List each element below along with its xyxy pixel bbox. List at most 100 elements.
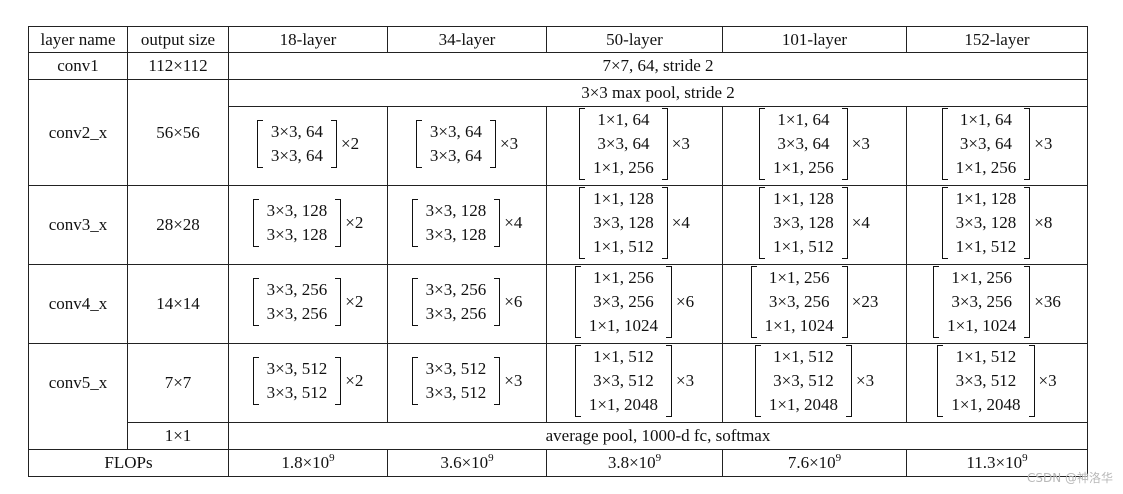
conv3-row: conv3_x 28×28 3×3, 128 3×3, 128 ×2 3×3, 12… — [28, 185, 1088, 265]
block-multiplier: ×36 — [1034, 291, 1061, 311]
flops-exp: 9 — [329, 452, 335, 464]
conv2-row: 3×3, 64 3×3, 64 ×2 3×3, 64 3×3, 64 ×3 1×1, 6… — [29, 106, 1088, 186]
flops-base: 7.6×10 — [787, 453, 836, 472]
block-line: 3×3, 512 — [425, 358, 487, 378]
block-line: 1×1, 512 — [773, 346, 834, 366]
left-bracket — [759, 186, 766, 259]
block-line: 3×3, 512 — [266, 358, 328, 378]
block-line: 1×1, 512 — [955, 346, 1017, 366]
right-bracket — [661, 107, 668, 180]
block-line: 1×1, 64 — [597, 109, 650, 129]
block-multiplier: ×4 — [671, 212, 690, 232]
block-multiplier: ×3 — [676, 370, 695, 390]
right-bracket — [666, 265, 672, 338]
block-line: 3×3, 256 — [425, 303, 487, 323]
block-line: 3×3, 64 — [597, 133, 650, 153]
block-cell: 1×1, 64 3×3, 64 1×1, 256 ×3 — [906, 106, 1088, 186]
left-bracket — [574, 265, 581, 338]
left-bracket — [759, 107, 766, 180]
left-bracket — [579, 186, 586, 259]
block-cell: 3×3, 128 3×3, 128 ×4 — [387, 185, 547, 265]
left-bracket — [941, 186, 948, 259]
block-line: 1×1, 256 — [593, 267, 654, 287]
bracket-block: 1×1, 512 3×3, 512 1×1, 2048 ×3 — [574, 344, 695, 417]
block-line: 3×3, 512 — [955, 370, 1017, 390]
block-multiplier: ×2 — [345, 370, 364, 390]
block-cell: 3×3, 128 3×3, 128 ×2 — [228, 185, 388, 265]
block-multiplier: ×3 — [1038, 370, 1057, 390]
right-bracket — [494, 356, 501, 405]
block-line: 3×3, 128 — [266, 224, 328, 244]
bracket-block: 3×3, 256 3×3, 256 ×6 — [411, 277, 523, 326]
left-bracket — [411, 356, 418, 405]
left-bracket — [411, 198, 418, 247]
bracket-block: 1×1, 256 3×3, 256 1×1, 1024 ×36 — [933, 265, 1061, 338]
bracket-block: 1×1, 64 3×3, 64 1×1, 256 ×3 — [579, 107, 690, 180]
block-multiplier: ×6 — [676, 291, 695, 311]
bracket-block: 1×1, 512 3×3, 512 1×1, 2048 ×3 — [754, 344, 874, 417]
block-multiplier: ×2 — [345, 291, 364, 311]
conv4-row: conv4_x 14×14 3×3, 256 3×3, 256 ×2 3×3, 25… — [28, 264, 1088, 344]
bracket-block: 1×1, 512 3×3, 512 1×1, 2048 ×3 — [937, 344, 1057, 417]
block-line: 1×1, 512 — [955, 236, 1017, 256]
block-multiplier: ×6 — [504, 291, 523, 311]
right-bracket — [335, 198, 342, 247]
flops-value: 3.6×109 — [387, 449, 547, 477]
left-bracket — [574, 344, 581, 417]
block-multiplier: ×23 — [851, 291, 879, 311]
block-cell: 1×1, 128 3×3, 128 1×1, 512 ×4 — [546, 185, 723, 265]
bracket-block: 3×3, 512 3×3, 512 ×2 — [252, 356, 364, 405]
header-50-layer: 50-layer — [546, 26, 723, 53]
header-output-size: output size — [127, 26, 229, 53]
block-line: 1×1, 2048 — [951, 394, 1021, 414]
block-line: 1×1, 1024 — [588, 315, 658, 335]
conv4-name: conv4_x — [28, 264, 128, 344]
block-cell: 1×1, 256 3×3, 256 1×1, 1024 ×23 — [722, 264, 907, 344]
conv2-name: conv2_x — [28, 79, 128, 186]
conv5-name: conv5_x — [28, 343, 128, 423]
block-line: 1×1, 2048 — [588, 394, 658, 414]
block-line: 1×1, 128 — [593, 188, 654, 208]
right-bracket — [1024, 265, 1031, 338]
right-bracket — [490, 119, 496, 168]
block-line: 1×1, 1024 — [764, 315, 834, 335]
flops-value: 3.8×109 — [546, 449, 723, 477]
block-line: 3×3, 64 — [270, 145, 323, 165]
right-bracket — [1024, 186, 1031, 259]
header-18-layer: 18-layer — [228, 26, 388, 53]
block-cell: 1×1, 256 3×3, 256 1×1, 1024 ×6 — [546, 264, 723, 344]
bracket-block: 3×3, 128 3×3, 128 ×2 — [252, 198, 363, 247]
left-bracket — [256, 119, 263, 168]
block-line: 1×1, 2048 — [768, 394, 838, 414]
block-line: 1×1, 1024 — [947, 315, 1017, 335]
block-line: 1×1, 256 — [773, 157, 834, 177]
block-line: 3×3, 256 — [951, 291, 1012, 311]
resnet-architecture-table: layer name output size 18-layer 34-layer… — [28, 26, 1088, 477]
left-bracket — [579, 107, 586, 180]
flops-base: 3.8×10 — [607, 453, 656, 472]
final-row: 1×1 average pool, 1000-d fc, softmax — [28, 422, 1088, 450]
block-line: 3×3, 512 — [593, 370, 654, 390]
left-bracket — [411, 277, 418, 326]
right-bracket — [1028, 344, 1035, 417]
conv1-row: conv1 112×112 7×7, 64, stride 2 — [28, 52, 1088, 80]
conv3-name: conv3_x — [28, 185, 128, 265]
bracket-block: 3×3, 64 3×3, 64 ×3 — [415, 119, 518, 168]
bracket-block: 3×3, 64 3×3, 64 ×2 — [256, 119, 359, 168]
block-cell: 1×1, 64 3×3, 64 1×1, 256 ×3 — [546, 106, 723, 186]
right-bracket — [841, 186, 848, 259]
block-cell: 1×1, 512 3×3, 512 1×1, 2048 ×3 — [722, 343, 907, 423]
block-multiplier: ×3 — [504, 370, 523, 390]
right-bracket — [331, 119, 337, 168]
header-layer-name: layer name — [28, 26, 128, 53]
right-bracket — [335, 277, 342, 326]
block-line: 1×1, 512 — [593, 236, 654, 256]
block-cell: 3×3, 512 3×3, 512 ×2 — [228, 343, 388, 423]
flops-exp: 9 — [488, 452, 494, 464]
left-bracket — [937, 344, 944, 417]
block-line: 3×3, 128 — [593, 212, 654, 232]
flops-base: 1.8×10 — [281, 453, 330, 472]
left-bracket — [252, 277, 259, 326]
block-line: 3×3, 128 — [955, 212, 1017, 232]
block-cell: 3×3, 64 3×3, 64 ×3 — [387, 106, 547, 186]
